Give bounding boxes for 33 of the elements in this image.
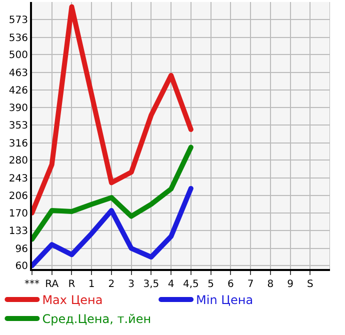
y-tick-label: 536 — [8, 32, 28, 44]
x-tick-label: S — [306, 279, 314, 290]
y-tick-label: 573 — [8, 15, 28, 26]
y-tick-label: 316 — [8, 138, 28, 150]
legend-label: Min Цена — [196, 293, 254, 308]
x-tick-label: 7 — [247, 279, 254, 290]
y-tick-label: 170 — [8, 208, 28, 220]
x-tick-label: 2 — [108, 279, 115, 290]
x-tick-label: 6 — [227, 279, 234, 290]
legend-label: Max Цена — [42, 293, 103, 308]
y-tick-label: 60 — [15, 261, 28, 272]
y-tick-label: 390 — [8, 102, 28, 114]
y-tick-label: 353 — [8, 120, 28, 132]
y-tick-label: 96 — [15, 244, 28, 255]
x-tick-label: RA — [45, 279, 59, 290]
y-tick-label: 243 — [8, 173, 28, 184]
x-tick-label: R — [68, 279, 76, 290]
x-tick-label: 9 — [287, 279, 294, 290]
y-tick-label: 280 — [8, 156, 28, 167]
x-tick-label: 1 — [88, 279, 95, 290]
y-tick-label: 463 — [8, 68, 28, 79]
y-tick-label: 133 — [8, 226, 28, 238]
x-tick-label: 4 — [168, 279, 174, 290]
x-tick-label: 3 — [128, 279, 135, 290]
x-tick-label: 4,5 — [182, 279, 199, 290]
x-tick-label: 8 — [267, 279, 274, 290]
x-tick-label: 5 — [208, 279, 214, 290]
y-tick-label: 206 — [8, 191, 28, 202]
y-tick-label: 500 — [8, 50, 28, 62]
legend-label: Сред.Цена, т.йен — [42, 312, 152, 326]
x-tick-label: *** — [24, 279, 40, 290]
y-tick-label: 426 — [8, 86, 28, 97]
x-tick-label: 3,5 — [143, 279, 160, 290]
